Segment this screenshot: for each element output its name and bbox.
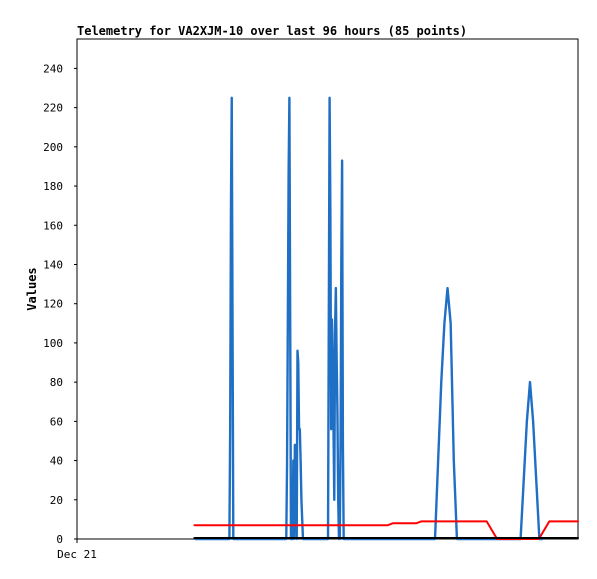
y-tick-label: 120 bbox=[43, 298, 63, 311]
y-tick-label: 220 bbox=[43, 102, 63, 115]
series-2-line bbox=[193, 520, 579, 540]
y-tick-label: 40 bbox=[50, 455, 63, 468]
y-tick-label: 240 bbox=[43, 62, 63, 75]
y-tick-label: 20 bbox=[50, 494, 63, 507]
y-tick-label: 160 bbox=[43, 219, 63, 232]
y-tick-label: 200 bbox=[43, 141, 63, 154]
y-tick-label: 80 bbox=[50, 376, 63, 389]
y-axis: 0 20 40 60 80 100 120 140 160 180 200 220 240 bbox=[43, 62, 77, 546]
x-axis: Dec 21 bbox=[57, 539, 97, 561]
y-axis-label: Values bbox=[25, 267, 39, 310]
chart-title: Telemetry for VA2XJM-10 over last 96 hou… bbox=[77, 24, 467, 38]
series-layer bbox=[193, 96, 579, 541]
y-tick-label: 0 bbox=[56, 533, 63, 546]
y-tick-label: 140 bbox=[43, 258, 63, 271]
y-tick-label: 180 bbox=[43, 180, 63, 193]
series-1-line bbox=[194, 96, 544, 541]
y-tick-label: 100 bbox=[43, 337, 63, 350]
y-tick-label: 60 bbox=[50, 415, 63, 428]
x-tick-label: Dec 21 bbox=[57, 548, 97, 561]
